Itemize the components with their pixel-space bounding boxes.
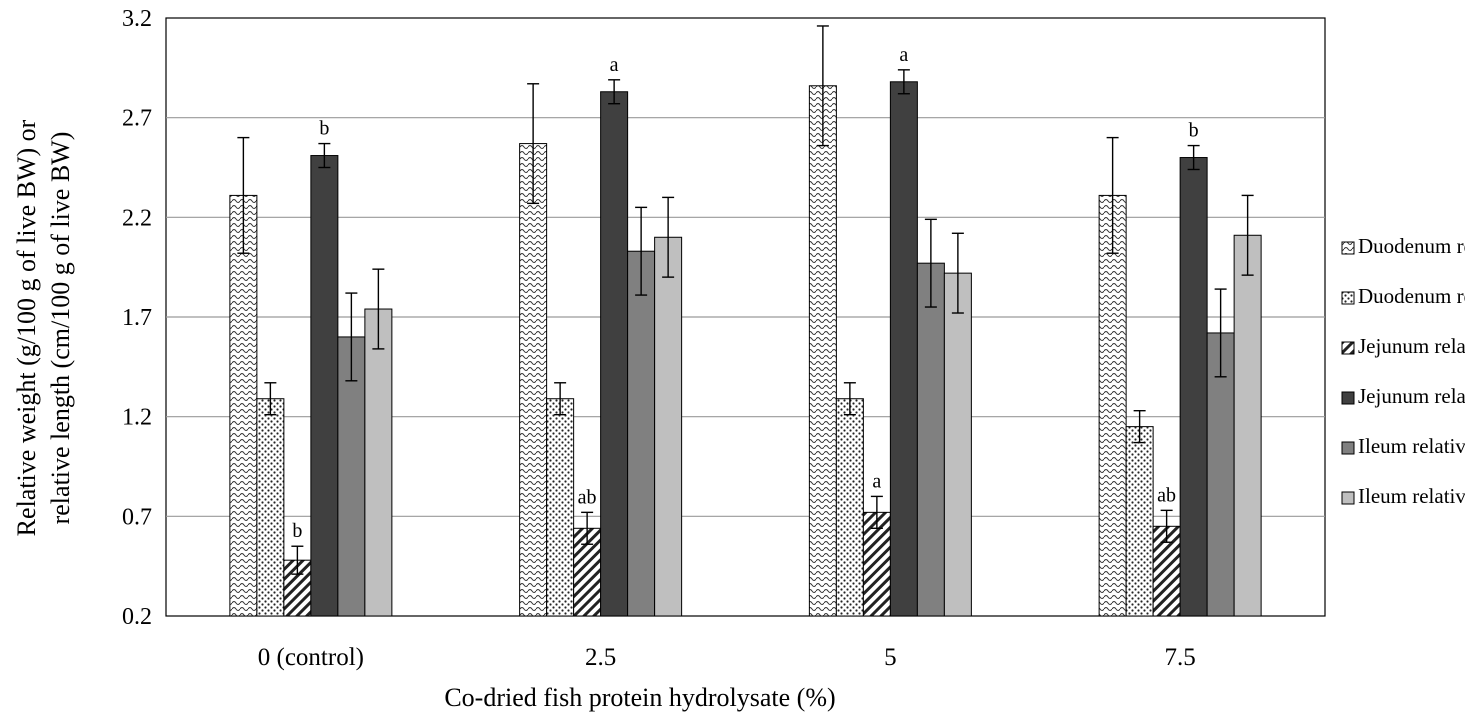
y-tick-label: 0.2 [122,604,152,630]
error-bar [662,196,675,278]
legend-swatch [1341,441,1355,455]
legend-item: Jejunum relative weight [1341,334,1465,358]
error-bar [372,268,385,350]
x-tick-labels: 0 (control) 2.5 5 7.5 [258,644,1196,671]
error-bar [635,206,648,296]
error-bar [318,142,331,169]
bars [229,81,1262,617]
error-bar [1214,288,1227,378]
error-bar [897,69,910,95]
error-bar [816,25,829,147]
significance-label: b [319,118,329,140]
bar [1098,194,1127,617]
legend-item: Duodenum relative weight [1341,234,1465,258]
bar [364,308,393,617]
x-tick-label: 7.5 [1165,644,1196,671]
x-tick-label: 2.5 [585,644,616,671]
significance-label: ab [578,486,597,508]
bar [808,85,837,617]
error-bar [527,83,540,205]
y-axis-title: Relative weight (g/100 g of live BW) or … [12,119,75,536]
error-bar [608,79,621,105]
error-bar [1106,136,1119,254]
significance-label: b [292,520,302,542]
error-bar [924,218,937,308]
significance-label: a [610,54,619,76]
significance-label: a [872,470,881,492]
bar [654,236,683,617]
y-tick-label: 2.7 [122,106,152,132]
legend-item: Jejunum relative length [1341,384,1465,408]
bar [627,250,656,617]
y-tick-label: 0.7 [122,504,152,530]
bar [310,155,339,617]
significance-labels: b b ab a a a ab b [292,44,1198,542]
error-bar [237,136,250,254]
error-bars [237,25,1254,575]
legend-label: Ileum relative length [1358,484,1465,508]
legend-label: Duodenum relative weight [1358,234,1465,258]
legend-label: Ileum relative weight [1358,434,1465,458]
y-tick-label: 3.2 [122,6,152,32]
error-bar [843,382,856,416]
bar [835,398,864,617]
bar [337,336,366,617]
significance-label: b [1189,120,1199,142]
legend-swatch [1341,491,1355,505]
error-bar [1241,194,1254,276]
legend: Duodenum relative weight Duodenum relativ… [1341,234,1465,508]
error-bar [870,495,883,529]
bar [229,194,258,617]
legend-item: Ileum relative length [1341,484,1465,508]
legend-label: Jejunum relative length [1358,384,1465,408]
error-bar [1133,409,1146,444]
y-axis-title-line2: relative length (cm/100 g of live BW) [46,132,75,525]
x-tick-label: 0 (control) [258,644,364,671]
bar [546,398,575,617]
error-bar [951,232,964,314]
bar [943,272,972,617]
legend-label: Jejunum relative weight [1358,334,1465,358]
legend-label: Duodenum relative length [1358,284,1465,308]
bar [889,81,918,617]
bar [916,262,945,617]
legend-swatch [1341,241,1355,255]
error-bar [345,292,358,382]
error-bar [291,545,304,575]
significance-label: a [899,44,908,66]
error-bar [554,382,567,416]
y-tick-labels: 0.2 0.7 1.2 1.7 2.2 2.7 3.2 [122,6,152,630]
error-bar [264,382,277,416]
legend-swatch [1341,341,1355,355]
bar [1206,332,1235,617]
x-tick-label: 5 [884,644,897,671]
y-tick-label: 2.2 [122,205,152,231]
error-bar [1160,509,1173,543]
significance-label: ab [1157,484,1176,506]
legend-swatch [1341,291,1355,305]
error-bar [1187,144,1200,171]
y-axis-title-line1: Relative weight (g/100 g of live BW) or [12,119,41,536]
legend-item: Duodenum relative length [1341,284,1465,308]
error-bar [581,511,594,545]
bar [1179,157,1208,617]
y-tick-label: 1.7 [122,305,152,331]
y-tick-label: 1.2 [122,405,152,431]
legend-item: Ileum relative weight [1341,434,1465,458]
bar [600,91,629,617]
bar [256,398,285,617]
bar [1125,426,1154,617]
x-axis-title: Co-dried fish protein hydrolysate (%) [444,683,835,712]
legend-swatch [1341,391,1355,405]
bar [519,143,548,617]
bar [1233,234,1262,617]
